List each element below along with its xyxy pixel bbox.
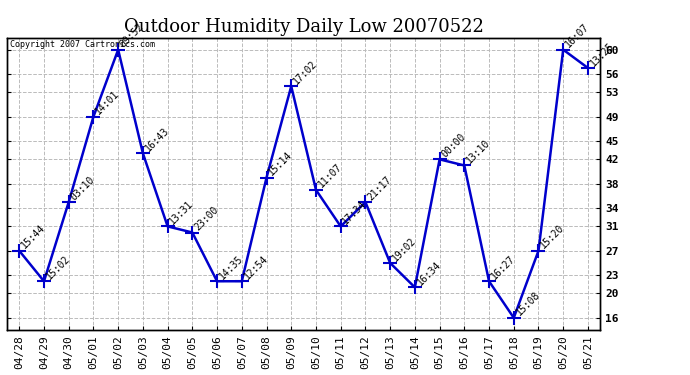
Text: 16:43: 16:43 (143, 126, 170, 153)
Text: 12:54: 12:54 (241, 254, 270, 281)
Text: 09:52: 09:52 (118, 22, 146, 50)
Text: 03:10: 03:10 (69, 174, 97, 202)
Text: 15:20: 15:20 (538, 223, 566, 251)
Text: 11:07: 11:07 (316, 162, 344, 190)
Text: 16:07: 16:07 (563, 22, 591, 50)
Text: 14:01: 14:01 (93, 89, 121, 117)
Text: 15:08: 15:08 (514, 290, 542, 318)
Text: 00:00: 00:00 (440, 132, 467, 159)
Text: 13:10: 13:10 (464, 138, 492, 165)
Text: 19:02: 19:02 (390, 235, 418, 263)
Text: 16:34: 16:34 (415, 260, 443, 287)
Text: 13:31: 13:31 (168, 199, 195, 226)
Text: 23:00: 23:00 (193, 205, 220, 232)
Text: 15:02: 15:02 (44, 254, 72, 281)
Text: 17:34: 17:34 (341, 199, 368, 226)
Text: 17:02: 17:02 (291, 58, 319, 86)
Title: Outdoor Humidity Daily Low 20070522: Outdoor Humidity Daily Low 20070522 (124, 18, 484, 36)
Text: 15:44: 15:44 (19, 223, 47, 251)
Text: Copyright 2007 Cartronics.com: Copyright 2007 Cartronics.com (10, 40, 155, 50)
Text: 16:27: 16:27 (489, 254, 517, 281)
Text: 21:17: 21:17 (366, 174, 393, 202)
Text: 14:35: 14:35 (217, 254, 245, 281)
Text: 15:14: 15:14 (266, 150, 295, 178)
Text: 13:25: 13:25 (588, 40, 615, 68)
